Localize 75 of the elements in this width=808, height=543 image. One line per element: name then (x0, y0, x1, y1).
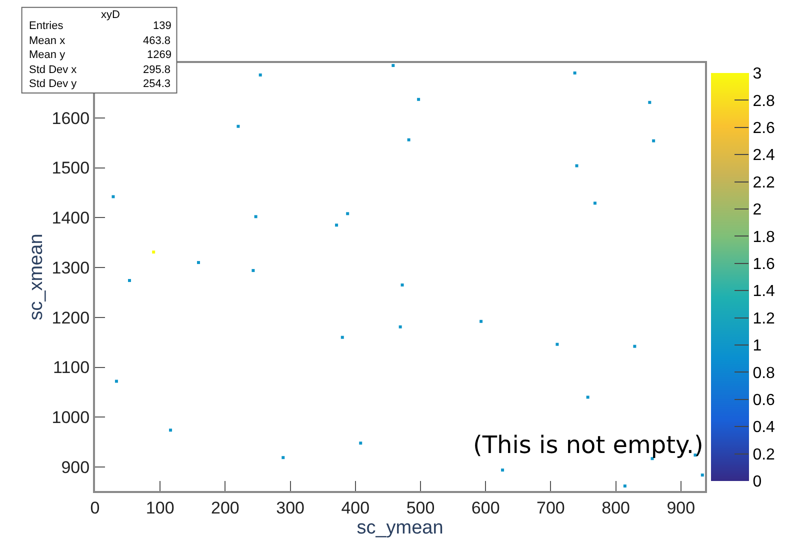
x-axis-title: sc_ymean (356, 517, 444, 538)
y-tick-label: 900 (61, 458, 90, 478)
color-bar-label: 1.8 (752, 228, 776, 246)
text: Mean y 1269 (29, 49, 172, 61)
color-bar-label: 3 (752, 66, 762, 83)
color-bar-label: 0.8 (752, 364, 776, 382)
point (236, 124, 240, 128)
x-tick-label: 300 (276, 498, 304, 518)
x-tick-label: 100 (146, 498, 174, 518)
text: Mean x 463.8 (29, 35, 171, 47)
annotation: (This is not empty.) (473, 431, 704, 459)
y-tick-label: 1500 (52, 158, 90, 178)
point (623, 484, 626, 488)
color-bar-label: 1.4 (752, 283, 776, 300)
color-bar-label: 0.6 (752, 392, 776, 409)
text: Std Dev y 254.3 (29, 78, 171, 90)
point (340, 336, 344, 339)
y-tick-label: 1400 (52, 208, 90, 228)
point (573, 71, 576, 74)
point (700, 474, 704, 477)
color-bar-label: 2 (752, 202, 762, 219)
y-tick-label: 1200 (52, 308, 90, 328)
color-bar-label: 1 (752, 338, 762, 355)
point (407, 138, 410, 142)
color-bar-label: 0.2 (752, 446, 776, 464)
point (400, 283, 404, 286)
point (501, 468, 504, 472)
point (152, 250, 156, 254)
color-bar-label: 2.4 (752, 147, 776, 164)
point (648, 100, 652, 104)
x-tick-label: 200 (211, 498, 240, 518)
text: Entries 139 (29, 20, 172, 32)
point (359, 442, 362, 445)
point (398, 325, 402, 328)
point (575, 164, 578, 168)
x-tick-label: 500 (406, 498, 435, 518)
point (417, 98, 420, 101)
point (282, 456, 285, 460)
point (252, 269, 255, 272)
point (169, 428, 172, 432)
y-tick-label: 1000 (52, 408, 90, 428)
y-axis-title: sc_xmean (26, 234, 48, 320)
x-tick-label: 900 (666, 498, 696, 518)
x-tick-label: 400 (341, 498, 370, 518)
y-tick-label: 1300 (52, 258, 90, 278)
text: xyD (101, 9, 120, 21)
point (258, 73, 262, 76)
x-tick-label: 600 (471, 498, 500, 518)
y-tick-label: 1600 (52, 108, 90, 128)
point (197, 261, 200, 264)
point (593, 202, 596, 205)
color-bar-label: 1.6 (752, 256, 776, 273)
point (556, 342, 559, 346)
point (586, 396, 590, 399)
y-tick-label: 1100 (53, 358, 90, 378)
color-bar-label: 2.2 (752, 174, 776, 192)
x-tick-label: 0 (90, 498, 100, 518)
point (633, 344, 636, 348)
point (652, 139, 656, 142)
color-bar-label: 1.2 (752, 310, 776, 328)
point (480, 320, 483, 323)
color-bar-label: 2.6 (752, 120, 776, 137)
color-bar-label: 0 (752, 474, 762, 491)
color-bar-label: 0.4 (752, 419, 776, 436)
point (346, 212, 350, 216)
point (128, 278, 131, 282)
x-tick-label: 800 (602, 498, 630, 518)
color-bar-label: 2.8 (752, 92, 776, 110)
point (335, 224, 338, 227)
point (254, 215, 258, 218)
text: Std Dev x 295.8 (29, 64, 171, 76)
x-tick-label: 700 (536, 498, 565, 518)
point (114, 380, 118, 383)
point (112, 195, 115, 198)
point (392, 64, 395, 67)
